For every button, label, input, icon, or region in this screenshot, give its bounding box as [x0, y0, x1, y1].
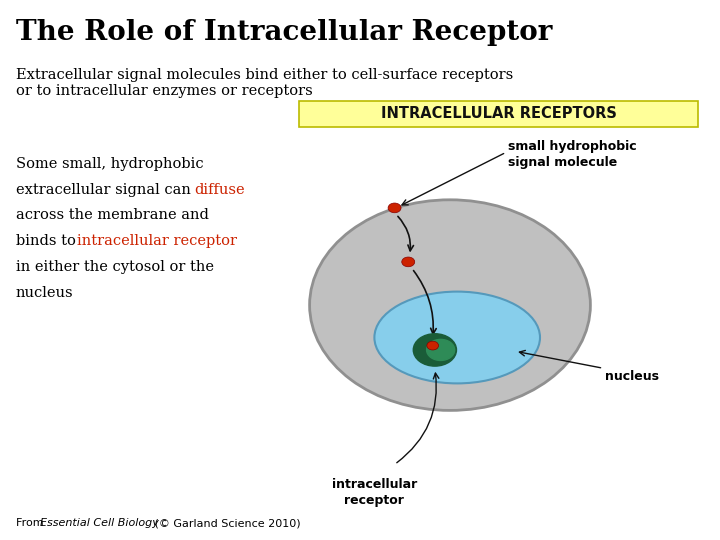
Text: in either the cytosol or the: in either the cytosol or the: [16, 260, 214, 274]
Text: Some small, hydrophobic: Some small, hydrophobic: [16, 157, 204, 171]
Circle shape: [388, 203, 401, 213]
Text: intracellular
receptor: intracellular receptor: [332, 478, 417, 507]
Text: The Role of Intracellular Receptor: The Role of Intracellular Receptor: [16, 19, 552, 46]
Text: extracellular signal can: extracellular signal can: [16, 183, 195, 197]
Text: nucleus: nucleus: [605, 370, 659, 383]
Text: (© Garland Science 2010): (© Garland Science 2010): [151, 518, 301, 528]
Text: From: From: [16, 518, 50, 528]
Circle shape: [310, 200, 590, 410]
Text: Extracellular signal molecules bind either to cell-surface receptors: Extracellular signal molecules bind eith…: [16, 68, 513, 82]
Text: binds to: binds to: [16, 234, 81, 248]
Text: across the membrane and: across the membrane and: [16, 208, 209, 222]
Text: INTRACELLULAR RECEPTORS: INTRACELLULAR RECEPTORS: [381, 106, 616, 122]
Text: Essential Cell Biology: Essential Cell Biology: [40, 518, 158, 528]
FancyBboxPatch shape: [299, 101, 698, 127]
Circle shape: [426, 339, 455, 361]
Text: or to intracellular enzymes or receptors: or to intracellular enzymes or receptors: [16, 84, 312, 98]
Text: small hydrophobic
signal molecule: small hydrophobic signal molecule: [508, 140, 636, 170]
Circle shape: [413, 334, 456, 366]
Text: diffuse: diffuse: [194, 183, 245, 197]
Circle shape: [402, 257, 415, 267]
Ellipse shape: [374, 292, 540, 383]
Circle shape: [427, 341, 438, 350]
Text: nucleus: nucleus: [16, 286, 73, 300]
Text: intracellular receptor: intracellular receptor: [77, 234, 237, 248]
